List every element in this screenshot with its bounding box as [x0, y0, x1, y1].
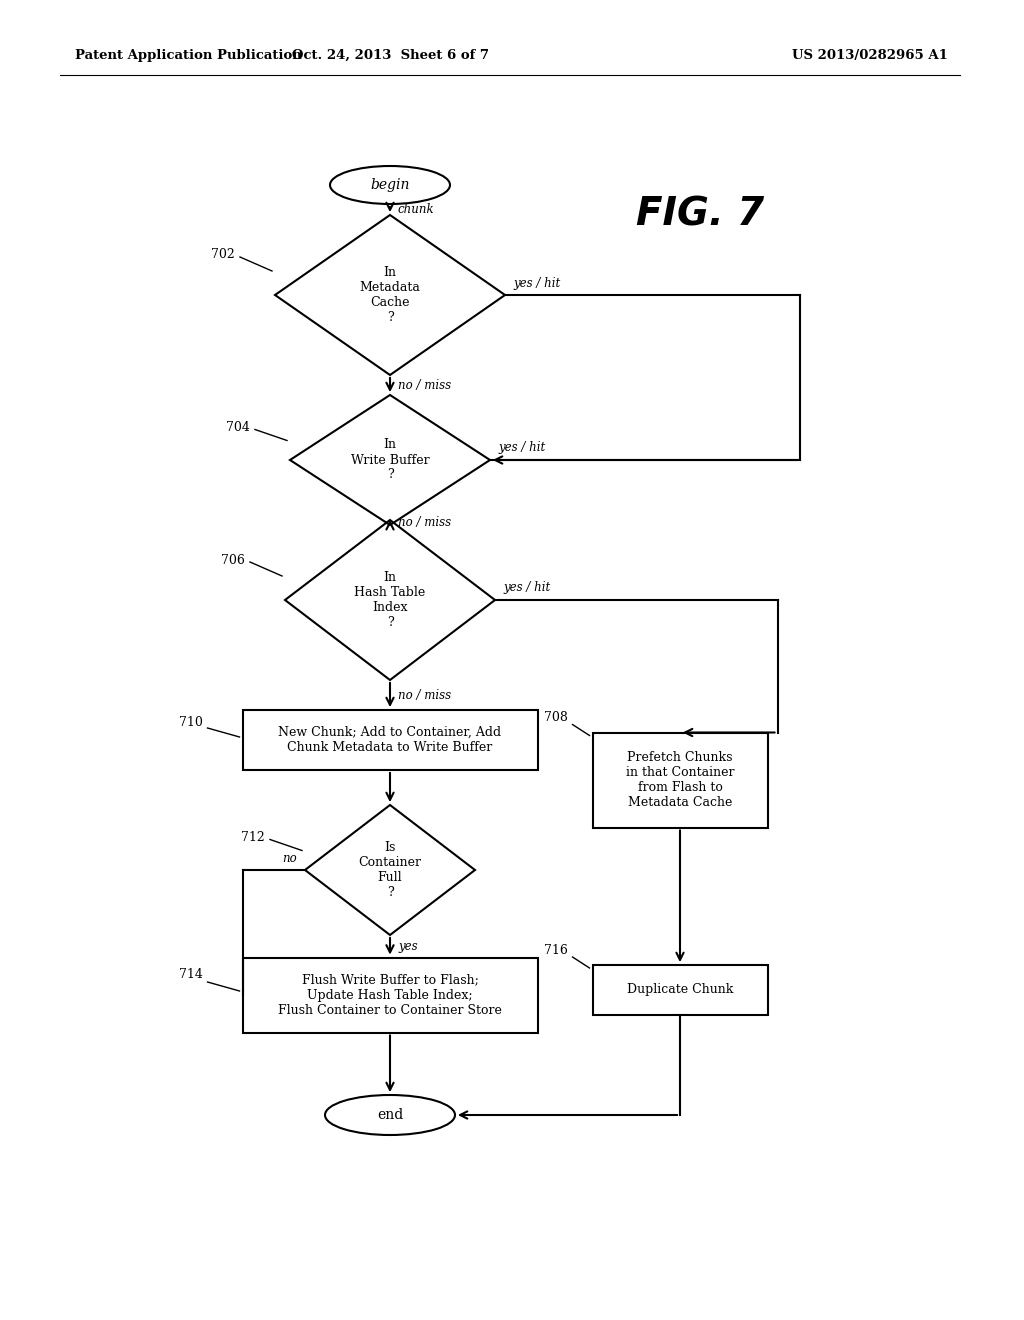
Text: no / miss: no / miss	[398, 379, 452, 392]
Text: In
Metadata
Cache
?: In Metadata Cache ?	[359, 267, 421, 323]
Text: 710: 710	[178, 715, 203, 729]
Text: New Chunk; Add to Container, Add
Chunk Metadata to Write Buffer: New Chunk; Add to Container, Add Chunk M…	[279, 726, 502, 754]
Text: Is
Container
Full
?: Is Container Full ?	[358, 841, 422, 899]
Text: no: no	[283, 851, 297, 865]
Text: yes: yes	[398, 940, 418, 953]
Text: Patent Application Publication: Patent Application Publication	[75, 49, 302, 62]
Text: FIG. 7: FIG. 7	[636, 195, 764, 234]
Text: Duplicate Chunk: Duplicate Chunk	[627, 983, 733, 997]
Text: 702: 702	[211, 248, 234, 261]
Text: In
Write Buffer
?: In Write Buffer ?	[350, 438, 429, 482]
Text: chunk: chunk	[398, 203, 434, 216]
Text: 708: 708	[544, 711, 567, 723]
Text: 706: 706	[221, 553, 245, 566]
Text: no / miss: no / miss	[398, 516, 452, 529]
Text: Oct. 24, 2013  Sheet 6 of 7: Oct. 24, 2013 Sheet 6 of 7	[292, 49, 488, 62]
Text: 716: 716	[544, 944, 567, 957]
Text: 712: 712	[242, 832, 265, 843]
Text: US 2013/0282965 A1: US 2013/0282965 A1	[792, 49, 948, 62]
Text: yes / hit: yes / hit	[498, 441, 545, 454]
Text: end: end	[377, 1107, 403, 1122]
Text: yes / hit: yes / hit	[513, 276, 560, 289]
Text: 704: 704	[226, 421, 250, 434]
Text: begin: begin	[371, 178, 410, 191]
Text: In
Hash Table
Index
?: In Hash Table Index ?	[354, 572, 426, 630]
Text: 714: 714	[178, 969, 203, 982]
Text: yes / hit: yes / hit	[503, 582, 550, 594]
Text: Flush Write Buffer to Flash;
Update Hash Table Index;
Flush Container to Contain: Flush Write Buffer to Flash; Update Hash…	[279, 974, 502, 1016]
Text: Prefetch Chunks
in that Container
from Flash to
Metadata Cache: Prefetch Chunks in that Container from F…	[626, 751, 734, 809]
Text: no / miss: no / miss	[398, 689, 452, 701]
